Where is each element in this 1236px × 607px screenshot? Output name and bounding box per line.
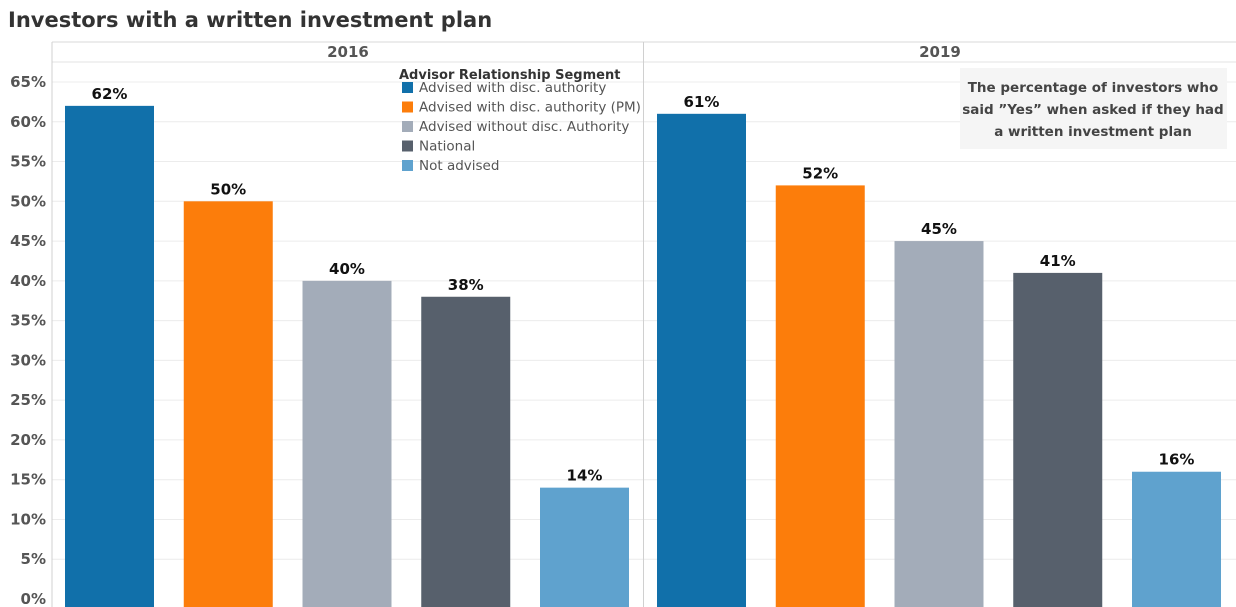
legend-item-label: Not advised	[419, 158, 499, 174]
bar	[540, 487, 629, 607]
y-tick-label: 60%	[10, 113, 46, 131]
y-tick-label: 50%	[10, 192, 46, 210]
y-tick-label: 15%	[10, 471, 46, 489]
bar	[302, 280, 392, 607]
legend: Advisor Relationship Segment Advised wit…	[399, 68, 641, 174]
annotation-line: said ”Yes” when asked if they had	[962, 102, 1223, 118]
y-tick-label: 45%	[10, 232, 46, 250]
panel-headers: 2016 2019	[51, 41, 1236, 607]
y-tick-label: 65%	[10, 73, 46, 91]
bars	[65, 105, 1221, 607]
y-tick-label: 35%	[10, 312, 46, 330]
data-label: 52%	[802, 164, 838, 182]
bar	[183, 201, 273, 607]
legend-swatch	[402, 160, 413, 171]
y-tick-label: 30%	[10, 351, 46, 369]
y-tick-label: 10%	[10, 510, 46, 528]
y-tick-label: 25%	[10, 391, 46, 409]
bar	[1132, 471, 1221, 607]
bar	[657, 113, 746, 607]
y-tick-label: 0%	[21, 590, 46, 607]
legend-swatch	[402, 140, 413, 152]
y-tick-label: 55%	[10, 153, 46, 171]
data-label: 62%	[92, 85, 128, 103]
y-tick-label: 5%	[21, 550, 46, 568]
bar	[894, 241, 984, 607]
annotation-background	[960, 68, 1227, 149]
chart-title: Investors with a written investment plan	[8, 8, 492, 32]
panel-label: 2016	[327, 43, 369, 61]
data-label: 41%	[1040, 252, 1076, 270]
legend-swatch	[402, 82, 413, 93]
legend-item-label: Advised without disc. Authority	[419, 119, 629, 135]
legend-item-label: Advised with disc. authority (PM)	[419, 100, 641, 116]
annotation-line: a written investment plan	[994, 124, 1192, 140]
legend-swatch	[402, 121, 413, 132]
y-tick-label: 40%	[10, 272, 46, 290]
data-label: 16%	[1159, 451, 1195, 469]
bar	[775, 185, 865, 607]
legend-item-label: National	[419, 139, 475, 155]
data-labels: 62% 50% 40% 38% 14% 61% 52% 45% 41% 16%	[92, 85, 1195, 485]
data-label: 50%	[210, 180, 246, 198]
data-label: 45%	[921, 220, 957, 238]
data-label: 61%	[684, 93, 720, 111]
y-axis: 0% 5% 10% 15% 20% 25% 30% 35% 40% 45% 50% 55% 60% 65%	[10, 73, 46, 607]
legend-items: Advised with disc. authority Advised with…	[402, 80, 641, 174]
annotation-box: The percentage of investors who said ”Ye…	[960, 68, 1227, 149]
legend-item-label: Advised with disc. authority	[419, 80, 606, 96]
bar	[65, 105, 154, 607]
data-label: 40%	[329, 260, 365, 278]
annotation-line: The percentage of investors who	[968, 80, 1219, 96]
data-label: 14%	[567, 467, 603, 485]
panel-label: 2019	[919, 43, 961, 61]
data-label: 38%	[448, 276, 484, 294]
bar	[1013, 272, 1103, 607]
y-tick-label: 20%	[10, 431, 46, 449]
legend-title: Advisor Relationship Segment	[399, 68, 620, 83]
legend-swatch	[402, 101, 413, 113]
bar	[421, 296, 511, 607]
